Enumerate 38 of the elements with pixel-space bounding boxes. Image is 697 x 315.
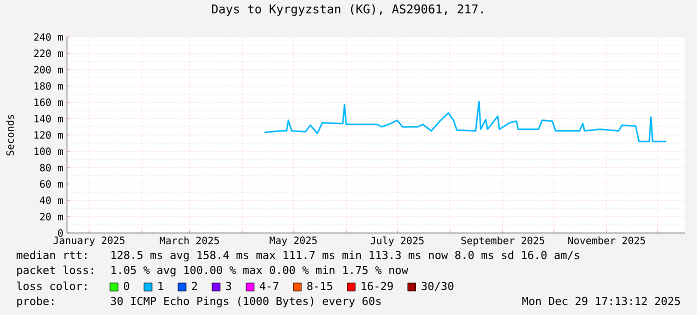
y-tick-label: 200 m [34, 66, 64, 74]
text: packet loss: [17, 266, 94, 276]
y-tick-label: 80 m [40, 164, 64, 172]
text: loss color: [17, 282, 86, 290]
legend-label: 2 [192, 282, 197, 290]
x-tick-label: November 2025 [568, 236, 646, 244]
x-tick-label: July 2025 [370, 236, 424, 246]
text: 128.5 ms avg 158.4 ms max 111.7 ms min 113.3 ms now 8.0 ms sd 16.0 am/s [112, 250, 580, 262]
y-tick-label: 100 m [34, 148, 64, 156]
legend-label: 4-7 [260, 282, 278, 290]
y-tick-label: 220 m [34, 50, 64, 58]
x-tick-label: September 2025 [461, 236, 544, 246]
x-tick-label: May 2025 [270, 236, 317, 246]
y-tick-label: 120 m [34, 131, 64, 139]
y-axis-title: Seconds [6, 114, 14, 156]
legend-label: 16-29 [362, 282, 393, 290]
line-series [264, 100, 668, 142]
x-tick-label: January 2025 [54, 236, 124, 246]
x-tick-label: March 2025 [160, 236, 219, 244]
y-tick-label: 0 [58, 229, 63, 237]
legend-label: 0 [124, 282, 130, 290]
y-tick-label: 140 m [34, 114, 64, 122]
text: Mon Dec 29 17:13:12 2025 [522, 296, 680, 306]
legend-label: 3 [226, 282, 232, 290]
text: 1.05 % avg 100.00 % max 0.00 % min 1.75 % now [112, 266, 408, 276]
y-tick-label: 40 m [40, 196, 64, 204]
y-tick-label: 60 m [40, 180, 64, 188]
y-tick-label: 180 m [34, 82, 64, 90]
text: 30 ICMP Echo Pings (1000 Bytes) every 60s [110, 296, 381, 308]
text: probe: [17, 296, 54, 308]
chart-title: Days to Kyrgyzstan (KG), AS29061, 217. [212, 4, 483, 16]
y-tick-label: 240 m [34, 33, 64, 41]
y-tick-label: 20 m [40, 212, 64, 220]
legend-label: 1 [158, 282, 164, 290]
legend-label: 8-15 [307, 282, 332, 290]
text: median rtt: [16, 250, 86, 260]
y-tick-label: 160 m [34, 98, 64, 106]
legend-label: 30/30 [422, 282, 454, 292]
